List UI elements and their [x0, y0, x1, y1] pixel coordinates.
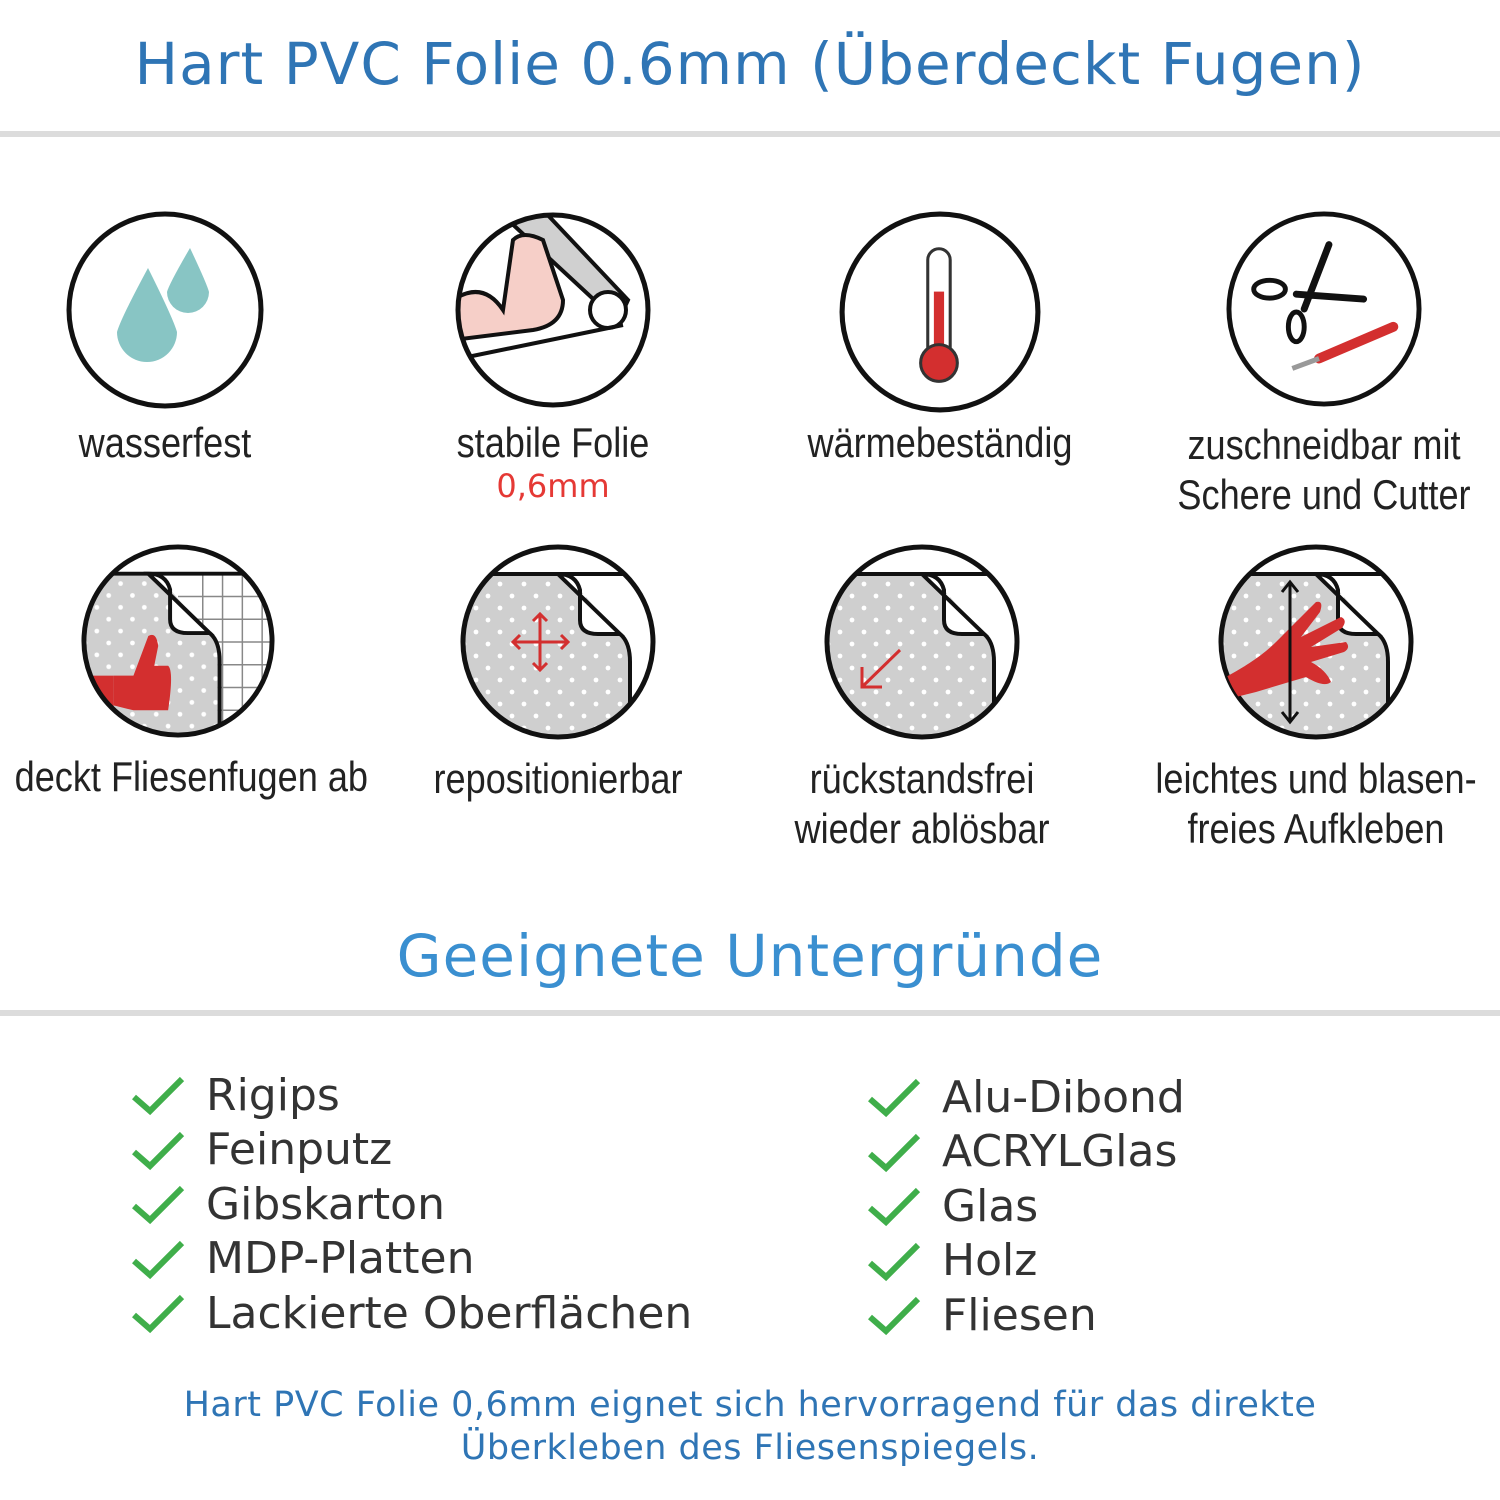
water-drops-icon — [66, 211, 264, 409]
check-icon — [868, 1297, 921, 1336]
list-item: ACRYLGlas — [866, 1125, 1185, 1180]
flexed-arm-roll-icon — [455, 212, 651, 408]
list-item: MDP-Platten — [130, 1232, 692, 1287]
hand-smoothing-icon — [1216, 542, 1416, 742]
feature-waermebestaendig: wärmebeständig — [750, 210, 1130, 468]
surfaces-list-right: Alu-Dibond ACRYLGlas Glas Holz Fliesen — [866, 1070, 1185, 1343]
move-arrows-icon — [458, 542, 658, 742]
footer-line-1: Hart PVC Folie 0,6mm eignet sich hervorr… — [183, 1385, 1317, 1425]
feature-blasenfrei: leichtes und blasen- freies Aufkleben — [1126, 542, 1500, 854]
check-icon — [132, 1186, 185, 1225]
feature-repositionierbar: repositionierbar — [368, 542, 748, 804]
feature-deckt-fliesenfugen: deckt Fliesenfugen ab — [0, 542, 368, 802]
list-item: Holz — [866, 1234, 1185, 1289]
list-item: Lackierte Oberflächen — [130, 1286, 692, 1341]
feature-wasserfest: wasserfest — [0, 210, 355, 468]
check-icon — [132, 1295, 185, 1334]
thermometer-icon — [839, 211, 1041, 413]
list-item: Glas — [866, 1179, 1185, 1234]
feature-zuschneidbar: zuschneidbar mit Schere und Cutter — [1134, 210, 1500, 520]
check-icon — [868, 1188, 921, 1227]
surfaces-list-left: Rigips Feinputz Gibskarton MDP-Platten L… — [130, 1068, 692, 1341]
check-icon — [868, 1079, 921, 1118]
list-item: Gibskarton — [130, 1177, 692, 1232]
footer-note: Hart PVC Folie 0,6mm eignet sich hervorr… — [0, 1384, 1500, 1470]
divider — [0, 131, 1500, 137]
section-title: Geeignete Untergründe — [396, 922, 1104, 990]
check-icon — [868, 1133, 921, 1172]
list-item: Feinputz — [130, 1123, 692, 1178]
footer-line-2: Überkleben des Fliesenspiegels. — [460, 1428, 1040, 1468]
check-icon — [132, 1077, 185, 1116]
list-item: Fliesen — [866, 1288, 1185, 1343]
peel-arrow-icon — [822, 542, 1022, 742]
feature-rueckstandsfrei: rückstandsfrei wieder ablösbar — [732, 542, 1112, 854]
feature-stabile-folie: stabile Folie 0,6mm — [363, 210, 743, 504]
thumbs-up-tiles-icon — [81, 544, 275, 738]
check-icon — [868, 1242, 921, 1281]
divider — [0, 1010, 1500, 1016]
page-title: Hart PVC Folie 0.6mm (Überdeckt Fugen) — [134, 30, 1366, 98]
list-item: Alu-Dibond — [866, 1070, 1185, 1125]
list-item: Rigips — [130, 1068, 692, 1123]
check-icon — [132, 1240, 185, 1279]
scissors-cutter-icon — [1226, 211, 1422, 407]
check-icon — [132, 1131, 185, 1170]
